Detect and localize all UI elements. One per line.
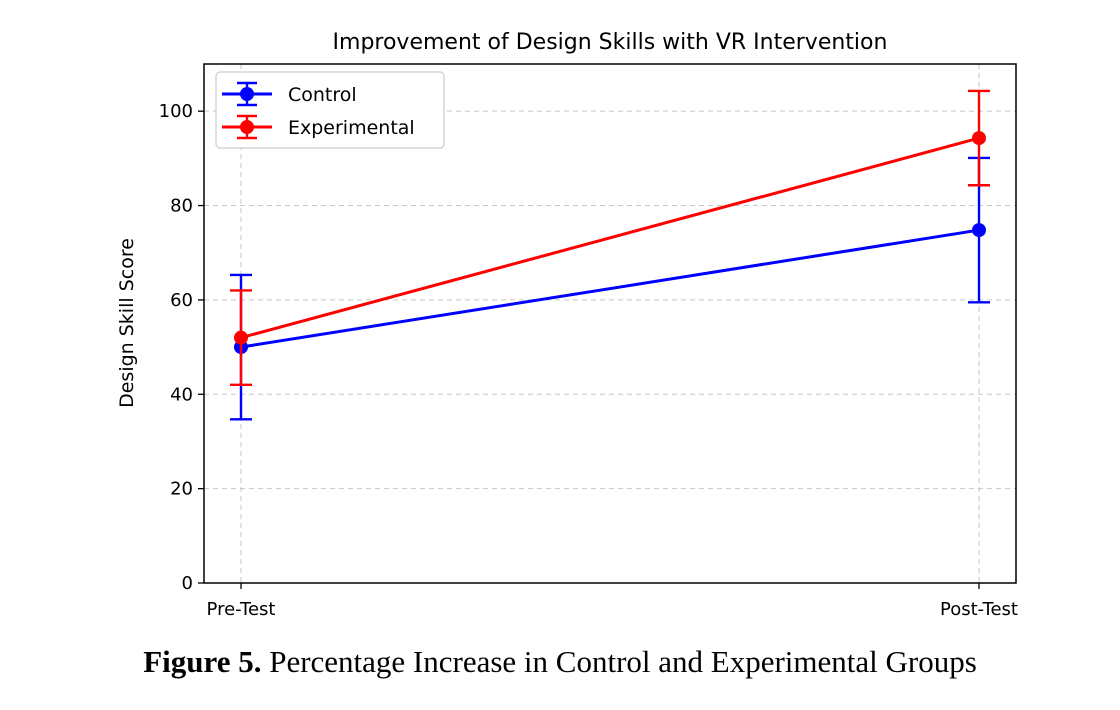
series-control (230, 156, 990, 421)
y-tick-label: 40 (170, 384, 193, 405)
figure-caption: Figure 5. Percentage Increase in Control… (0, 644, 1120, 680)
legend-label: Control (288, 84, 357, 106)
y-axis-label: Design Skill Score (116, 238, 138, 408)
series-line (240, 228, 980, 349)
chart: Improvement of Design Skills with VR Int… (116, 30, 1018, 620)
x-tick-label: Pre-Test (207, 599, 276, 620)
series-experimental (230, 89, 990, 387)
ticks: 0 20 40 60 80 100 Pre-Test Post-Test (159, 101, 1018, 620)
series-line (240, 136, 980, 340)
data-point (972, 223, 986, 238)
data-point (234, 330, 248, 345)
legend-box (215, 71, 445, 149)
y-tick-label: 0 (182, 573, 193, 594)
legend-marker (240, 120, 254, 134)
chart-title: Improvement of Design Skills with VR Int… (333, 30, 888, 55)
y-tick-label: 20 (170, 479, 193, 500)
legend-label: Experimental (288, 117, 415, 139)
series-layer (230, 89, 990, 421)
plot-frame (203, 63, 1017, 584)
figure-caption-text: Percentage Increase in Control and Exper… (261, 644, 977, 679)
figure-caption-label: Figure 5. (143, 644, 262, 679)
y-tick-label: 80 (170, 196, 193, 217)
y-tick-label: 60 (170, 290, 193, 311)
y-tick-label: 100 (159, 101, 193, 122)
legend: Control Experimental (215, 71, 445, 149)
data-point (972, 131, 986, 146)
x-tick-label: Post-Test (940, 599, 1018, 620)
legend-marker (240, 87, 254, 101)
